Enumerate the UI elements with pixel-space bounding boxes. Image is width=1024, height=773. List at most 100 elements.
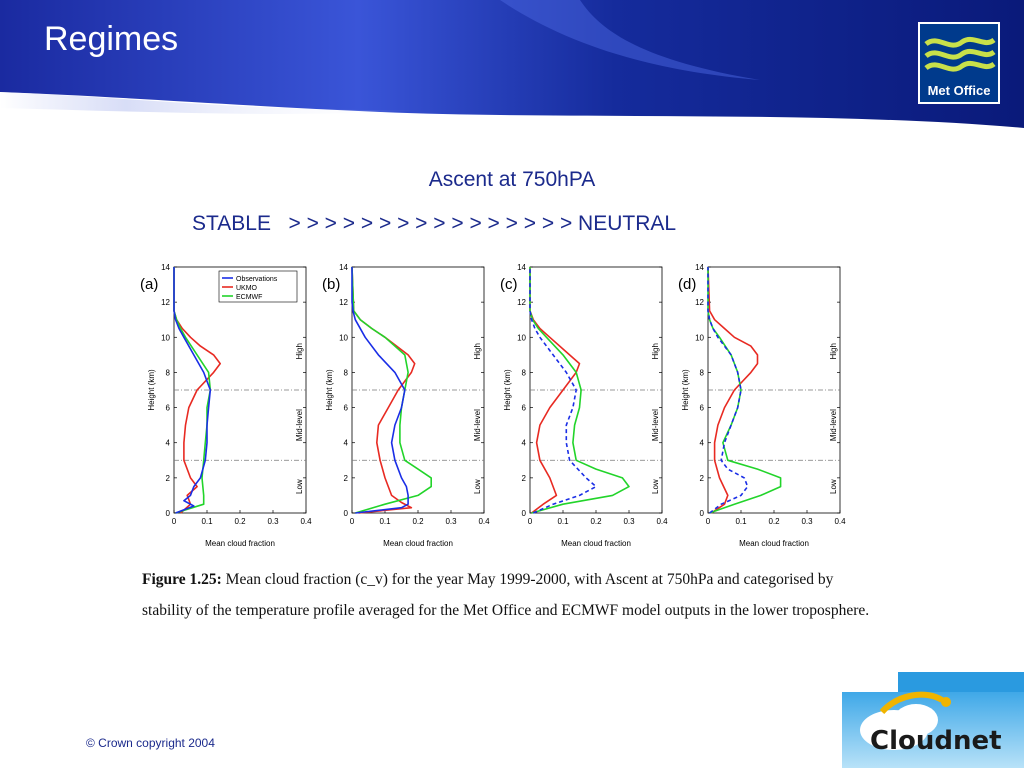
series-line-ukmo [529,267,581,514]
y-tick-label: 8 [522,368,527,377]
y-tick-label: 10 [517,333,526,342]
y-tick-label: 4 [166,439,171,448]
x-tick-label: 0.4 [300,517,312,526]
cloudnet-logo-graphic [842,672,1024,768]
x-tick-label: 0.4 [478,517,490,526]
y-tick-label: 2 [700,474,705,483]
x-tick-label: 0.3 [623,517,635,526]
y-tick-label: 14 [161,263,170,272]
y-axis-label: Height (km) [325,369,334,411]
series-line-ukmo [707,266,759,514]
y-tick-label: 4 [700,439,705,448]
region-label: High [651,343,660,359]
x-tick-label: 0.3 [801,517,813,526]
y-tick-label: 10 [695,333,704,342]
y-axis-label: Height (km) [503,369,512,411]
legend-label: Observations [236,276,278,283]
y-tick-label: 10 [161,333,170,342]
caption-label: Figure 1.25: [142,571,222,588]
x-tick-label: 0.1 [557,517,569,526]
series-line-ecmwf [351,266,432,514]
x-tick-label: 0.1 [379,517,391,526]
series-line-ecmwf [529,267,630,514]
x-axis-label: Mean cloud fraction [739,539,809,548]
y-tick-label: 2 [166,474,171,483]
y-tick-label: 6 [344,404,349,413]
chart-legend: Observations UKMO ECMWF [218,270,298,303]
legend-label: ECMWF [236,294,262,301]
met-office-logo-text: Met Office [927,83,991,98]
legend-label: UKMO [236,285,258,292]
region-label: Low [473,479,482,494]
y-tick-label: 12 [339,298,348,307]
x-axis-label: Mean cloud fraction [561,539,631,548]
y-tick-label: 8 [166,368,171,377]
y-axis-label: Height (km) [681,369,690,411]
y-tick-label: 0 [344,509,349,518]
x-tick-label: 0.1 [735,517,747,526]
y-tick-label: 14 [339,263,348,272]
region-label: High [295,343,304,359]
series-line-observations [707,267,749,514]
x-tick-label: 0 [528,517,533,526]
region-label: Low [829,479,838,494]
y-tick-label: 12 [161,298,170,307]
slide-subtitle: Ascent at 750hPA [0,168,1024,192]
region-label: Mid-level [295,409,304,441]
x-tick-label: 0.2 [768,517,780,526]
met-office-waves-icon [924,36,996,72]
series-line-observations [351,267,409,514]
region-label: Mid-level [473,409,482,441]
region-label: Mid-level [829,409,838,441]
cloudnet-logo: Cloudnet [842,672,1024,768]
region-label: Mid-level [651,409,660,441]
cloudnet-logo-text: Cloudnet [870,726,1002,756]
y-tick-label: 4 [522,439,527,448]
y-tick-label: 0 [700,509,705,518]
region-label: Low [651,479,660,494]
chart-panel-2: 0 2 4 6 8 10 12 14 0 0.1 0.2 0.3 0.4 Mean cloud fract… [322,263,490,548]
x-tick-label: 0 [172,517,177,526]
x-tick-label: 0.3 [267,517,279,526]
x-axis-label: Mean cloud fraction [383,539,453,548]
y-tick-label: 6 [522,404,527,413]
figure-panels: 0 2 4 6 8 10 12 14 0 0.1 0.2 0.3 0.4 Mean cloud fract… [140,263,846,548]
met-office-logo: Met Office [918,22,1000,104]
panel-label: (b) [322,276,340,293]
subtitle-text: Ascent at 750hPA [428,168,596,191]
y-tick-label: 14 [695,263,704,272]
y-tick-label: 14 [517,263,526,272]
series-line-observations [173,267,212,514]
x-tick-label: 0.2 [590,517,602,526]
y-tick-label: 0 [522,509,527,518]
x-tick-label: 0.2 [412,517,424,526]
x-tick-label: 0.3 [445,517,457,526]
x-tick-label: 0 [350,517,355,526]
header-banner [0,0,1024,140]
stability-scale-label: STABLE > > > > > > > > > > > > > > > > N… [192,212,677,235]
caption-text: Mean cloud fraction (c_v) for the year M… [142,571,870,619]
y-tick-label: 8 [344,368,349,377]
chart-panel-1: 0 2 4 6 8 10 12 14 0 0.1 0.2 0.3 0.4 Mean cloud fract… [140,263,312,548]
y-tick-label: 6 [166,404,171,413]
y-tick-label: 4 [344,439,349,448]
x-tick-label: 0.4 [656,517,668,526]
header-background [0,0,1024,140]
y-tick-label: 2 [522,474,527,483]
y-tick-label: 8 [700,368,705,377]
x-tick-label: 0.1 [201,517,213,526]
y-tick-label: 2 [344,474,349,483]
y-tick-label: 0 [166,509,171,518]
x-axis-label: Mean cloud fraction [205,539,275,548]
panel-label: (a) [140,276,158,293]
series-line-ukmo [173,267,221,514]
slide-title: Regimes [44,20,179,58]
panel-label: (d) [678,276,696,293]
x-tick-label: 0.4 [834,517,846,526]
y-tick-label: 10 [339,333,348,342]
region-label: Low [295,479,304,494]
chart-panel-4: 0 2 4 6 8 10 12 14 0 0.1 0.2 0.3 0.4 Mean cloud fract… [678,263,846,548]
chart-panel-3: 0 2 4 6 8 10 12 14 0 0.1 0.2 0.3 0.4 Mean cloud fract… [500,263,668,548]
y-tick-label: 12 [517,298,526,307]
copyright-text: © Crown copyright 2004 [86,736,215,750]
